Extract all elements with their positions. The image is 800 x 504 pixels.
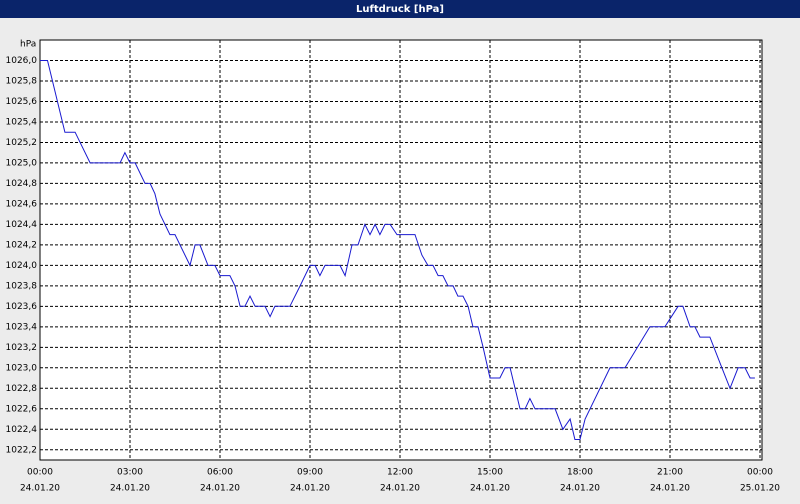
y-tick-label: 1025,8	[6, 76, 38, 86]
y-tick-label: 1024,8	[6, 179, 38, 189]
x-tick-date: 24.01.20	[200, 484, 240, 494]
x-tick-label: 12:00	[387, 468, 413, 478]
x-tick-label: 06:00	[207, 468, 233, 478]
x-tick-label: 00:00	[27, 468, 53, 478]
x-tick-label: 03:00	[117, 468, 143, 478]
y-tick-label: 1023,8	[6, 281, 38, 291]
x-tick-date: 25.01.20	[740, 484, 780, 494]
x-tick-date: 24.01.20	[470, 484, 510, 494]
y-tick-label: 1024,0	[6, 261, 38, 271]
x-tick-label: 18:00	[567, 468, 593, 478]
plot-area	[39, 39, 763, 461]
y-tick-label: 1023,2	[6, 343, 38, 353]
x-tick-label: 00:00	[747, 468, 773, 478]
y-tick-label: 1022,6	[6, 404, 38, 414]
y-tick-label: 1024,6	[6, 199, 38, 209]
chart-title: Luftdruck [hPa]	[356, 4, 444, 15]
x-tick-date: 24.01.20	[20, 484, 60, 494]
x-tick-date: 24.01.20	[290, 484, 330, 494]
y-tick-label: 1022,8	[6, 384, 38, 394]
y-tick-label: 1025,4	[6, 117, 38, 127]
y-tick-label: 1023,4	[6, 322, 38, 332]
x-tick-date: 24.01.20	[560, 484, 600, 494]
y-tick-label: 1022,2	[6, 445, 38, 455]
y-tick-label: 1025,2	[6, 138, 38, 148]
x-tick-label: 15:00	[477, 468, 503, 478]
y-unit: hPa	[20, 40, 36, 50]
title-bar	[0, 0, 800, 18]
y-tick-label: 1023,6	[6, 302, 38, 312]
x-tick-label: 21:00	[657, 468, 683, 478]
y-tick-label: 1025,6	[6, 97, 38, 107]
x-tick-date: 24.01.20	[110, 484, 150, 494]
x-tick-date: 24.01.20	[380, 484, 420, 494]
y-tick-label: 1024,2	[6, 240, 38, 250]
y-tick-label: 1023,0	[6, 363, 38, 373]
x-tick-label: 09:00	[297, 468, 323, 478]
y-tick-label: 1026,0	[6, 56, 38, 66]
y-tick-label: 1024,4	[6, 220, 38, 230]
y-tick-label: 1022,4	[6, 425, 38, 435]
pressure-line	[40, 60, 755, 440]
x-tick-date: 24.01.20	[650, 484, 690, 494]
y-tick-label: 1025,0	[6, 158, 38, 168]
